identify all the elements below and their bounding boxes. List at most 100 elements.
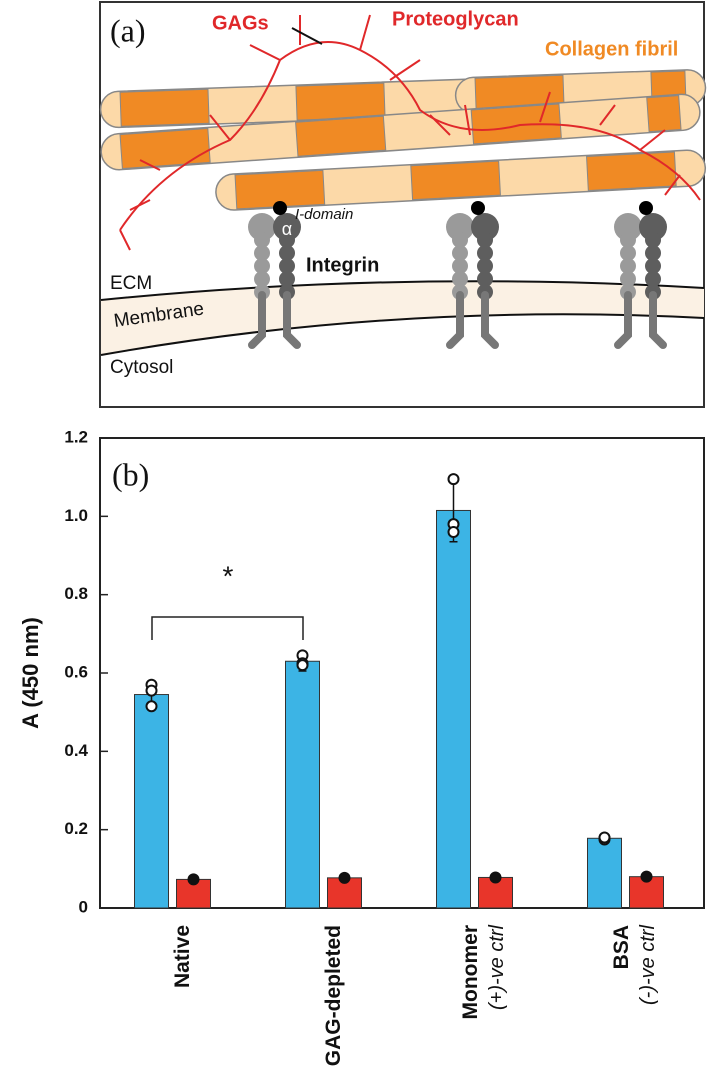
x-tick-label: BSA <box>610 925 633 969</box>
diagram-frame <box>99 1 705 408</box>
integrin-leg <box>248 291 301 349</box>
fibril <box>100 93 701 171</box>
integrin-domain <box>477 245 493 261</box>
integrin-domain <box>254 245 270 261</box>
label: GAGs <box>212 12 269 34</box>
data-point <box>187 873 200 886</box>
chart: (b) * A (450 nm) 0 0.2 0.4 0.6 0.8 1.0 1.2 Nati… <box>18 427 705 1066</box>
integrin-leg <box>614 291 667 349</box>
integrin-domain <box>452 271 468 287</box>
x-tick-label: Monomer <box>459 925 482 1020</box>
fibril-band <box>586 151 677 192</box>
membrane-edge <box>100 313 705 356</box>
y-tick-label: 0 <box>79 897 88 916</box>
bar <box>587 837 622 909</box>
membrane <box>101 281 704 355</box>
data-point <box>598 831 611 844</box>
label: Integrin <box>306 254 379 276</box>
integrin-domain <box>645 232 661 248</box>
integrin-domain <box>452 245 468 261</box>
integrin-domain <box>273 213 301 241</box>
data-point <box>296 659 309 672</box>
bar <box>629 876 664 909</box>
integrin-domain <box>645 271 661 287</box>
integrin-domain <box>620 271 636 287</box>
integrin-domain <box>279 232 295 248</box>
fibril-band <box>646 95 682 133</box>
integrin-domain <box>446 213 474 241</box>
fibril-band <box>295 115 387 157</box>
y-tick-label: 0.4 <box>64 741 88 760</box>
integrin-domain <box>620 258 636 274</box>
integrin-domain <box>477 232 493 248</box>
i-domain <box>273 201 287 215</box>
label: Collagen fibril <box>545 38 678 60</box>
integrin-domain <box>254 271 270 287</box>
diagram: (a) GAGs Proteoglycan Collagen fibril I-… <box>99 1 707 408</box>
integrin-domain <box>452 232 468 248</box>
bar <box>285 660 320 909</box>
label: Proteoglycan <box>392 8 519 30</box>
x-tick-note: (-)-ve ctrl <box>637 924 659 1005</box>
integrin-domain <box>620 232 636 248</box>
integrins <box>248 201 667 349</box>
label: Cytosol <box>110 357 173 378</box>
fibril-band <box>410 160 501 201</box>
integrin-domain <box>279 258 295 274</box>
integrin-domain <box>248 213 276 241</box>
data-point <box>489 871 502 884</box>
bar <box>134 694 169 909</box>
fibril <box>215 149 707 211</box>
integrin-domain <box>639 213 667 241</box>
x-tick-note: (+)-ve ctrl <box>486 924 508 1010</box>
integrin-domain <box>614 213 642 241</box>
fibril-band <box>470 103 562 145</box>
data-point <box>447 526 460 538</box>
integrin-domain <box>645 245 661 261</box>
label: I-domain <box>295 206 353 223</box>
bar <box>436 509 471 909</box>
integrin-domain <box>254 258 270 274</box>
integrin-domain <box>279 271 295 287</box>
leader <box>291 27 323 45</box>
integrin-leg <box>446 291 499 349</box>
plot-frame <box>99 437 705 909</box>
integrin-domain <box>477 271 493 287</box>
data-point <box>640 870 653 883</box>
y-tick-label: 0.6 <box>64 662 88 681</box>
label: α <box>282 219 292 239</box>
data-point <box>447 473 460 486</box>
i-domain <box>639 201 653 215</box>
integrin-domain <box>477 258 493 274</box>
y-tick-label: 1.0 <box>64 506 88 525</box>
fibrils <box>99 69 707 211</box>
integrin-domain <box>254 232 270 248</box>
integrin-domain <box>279 245 295 261</box>
y-tick-label: 0.8 <box>64 584 88 603</box>
integrin-domain <box>471 213 499 241</box>
panel-label: (a) <box>110 12 146 48</box>
y-axis-label: A (450 nm) <box>18 617 43 729</box>
x-tick-label: GAG-depleted <box>322 925 345 1066</box>
x-tick-label: Native <box>171 925 194 988</box>
panel-label: (b) <box>112 456 149 492</box>
fibril-band <box>295 82 386 121</box>
fibril-band <box>119 88 210 127</box>
label: ECM <box>110 273 152 294</box>
y-tick-label: 1.2 <box>64 427 88 446</box>
significance: * <box>223 560 234 591</box>
significance-bracket <box>151 616 304 640</box>
fibril-band <box>119 127 211 170</box>
proteoglycan <box>119 14 701 251</box>
y-tick-label: 0.2 <box>64 819 88 838</box>
integrin-domain <box>452 258 468 274</box>
data-point <box>338 871 351 884</box>
membrane-edge <box>100 280 705 301</box>
data-point <box>145 700 158 713</box>
integrin-domain <box>645 258 661 274</box>
i-domain <box>471 201 485 215</box>
data-point <box>145 684 158 697</box>
integrin-domain <box>620 245 636 261</box>
